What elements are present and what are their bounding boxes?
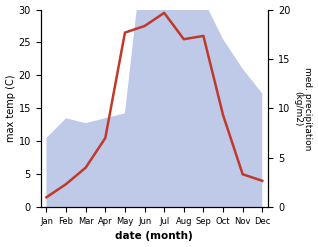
Y-axis label: med. precipitation
(kg/m2): med. precipitation (kg/m2): [293, 67, 313, 150]
X-axis label: date (month): date (month): [115, 231, 193, 242]
Y-axis label: max temp (C): max temp (C): [5, 75, 16, 142]
